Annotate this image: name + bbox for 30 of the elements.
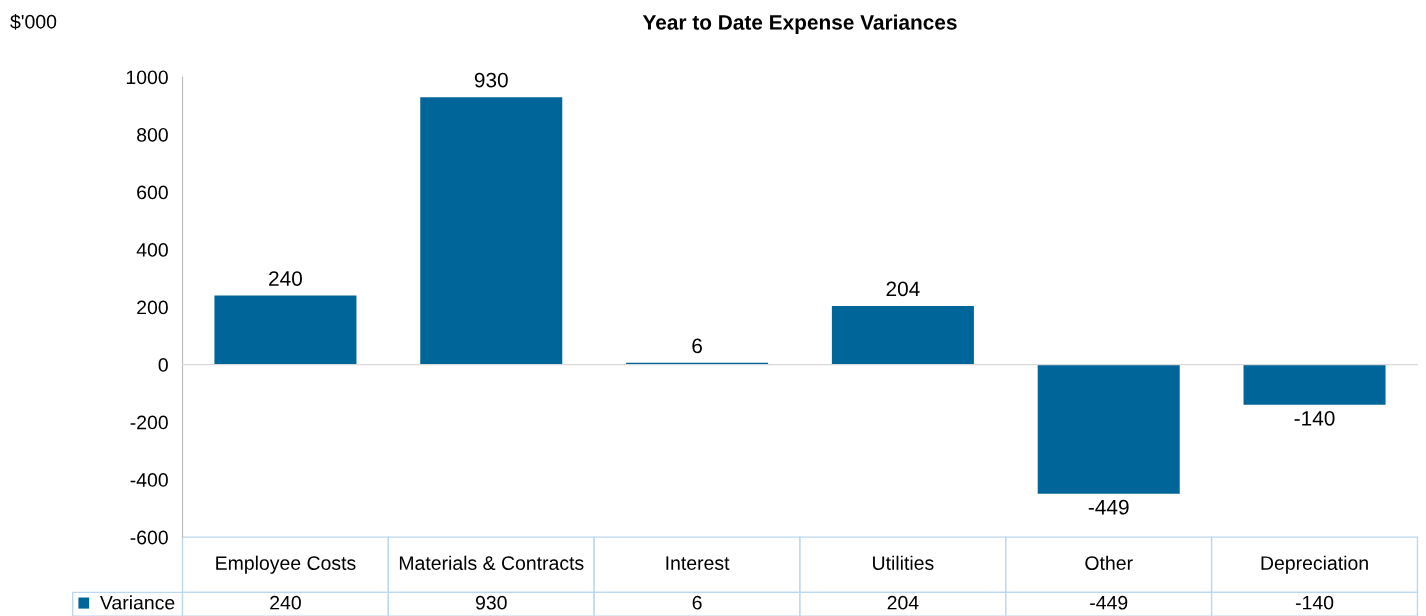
y-tick-label: 600 xyxy=(137,185,168,200)
chart-title: Year to Date Expense Variances xyxy=(642,14,957,34)
x-tick-label: Interest xyxy=(666,556,730,570)
text: 6 xyxy=(692,595,702,610)
y-tick-label: 400 xyxy=(136,243,168,257)
data-label: 930 xyxy=(474,72,508,88)
x-tick-label: Materials & Contracts xyxy=(399,555,584,570)
x-tick-label: Employee Costs xyxy=(216,555,356,574)
data-label: 240 xyxy=(269,271,302,286)
y-tick-label: 200 xyxy=(137,300,168,315)
data-label: -140 xyxy=(1294,410,1335,426)
y-tick-label: 1000 xyxy=(126,70,168,85)
x-tick-label: Utilities xyxy=(873,555,934,570)
y-tick-label: 0 xyxy=(158,358,168,372)
text: -140 xyxy=(1295,595,1334,610)
legend-label: Variance xyxy=(99,595,175,610)
y-tick-label: -600 xyxy=(130,530,168,545)
y-axis-title: $'000 xyxy=(10,14,57,30)
y-tick-label: -400 xyxy=(130,473,168,487)
data-label: 204 xyxy=(886,281,920,297)
text: 204 xyxy=(887,595,919,610)
data-label: -449 xyxy=(1088,499,1129,515)
text: -449 xyxy=(1090,595,1128,610)
text: 240 xyxy=(270,595,301,610)
data-label: 6 xyxy=(692,338,702,354)
text: 930 xyxy=(475,595,507,610)
y-tick-label: -200 xyxy=(130,415,168,430)
y-tick-label: 800 xyxy=(137,127,168,142)
x-tick-label: Depreciation xyxy=(1261,555,1368,574)
x-tick-label: Other xyxy=(1085,555,1133,570)
